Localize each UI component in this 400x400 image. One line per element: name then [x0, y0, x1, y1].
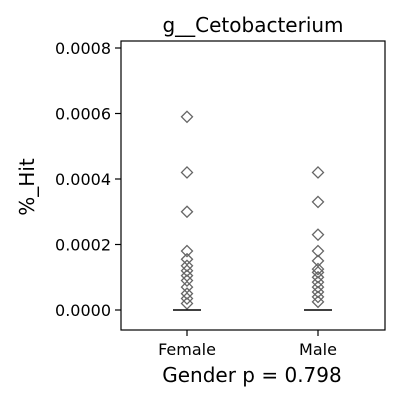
- data-point: [180, 297, 194, 310]
- data-point: [180, 244, 194, 258]
- data-point: [180, 280, 194, 294]
- x-tick-label: Male: [299, 340, 337, 359]
- data-point: [180, 259, 194, 273]
- x-axis: Female Male: [158, 330, 337, 359]
- data-point: [180, 205, 194, 219]
- data-point: [311, 228, 325, 242]
- data-point: [311, 265, 325, 279]
- data-point: [311, 285, 325, 299]
- data-point: [311, 280, 325, 294]
- data-point: [311, 270, 325, 284]
- x-tick-label: Female: [158, 340, 216, 359]
- data-point: [311, 195, 325, 209]
- y-tick-label: 0.0004: [55, 170, 111, 189]
- y-tick-label: 0.0002: [55, 236, 111, 255]
- data-points: [173, 110, 332, 311]
- y-tick-label: 0.0006: [55, 105, 111, 124]
- data-point: [180, 292, 194, 305]
- x-axis-label: Gender p = 0.798: [162, 363, 341, 387]
- data-point: [180, 252, 194, 266]
- data-point: [180, 274, 194, 287]
- data-point: [180, 110, 194, 124]
- data-point: [180, 264, 194, 278]
- y-axis: 0.0000 0.0002 0.0004 0.0006 0.0008: [55, 39, 121, 320]
- y-tick-label: 0.0008: [55, 39, 111, 58]
- data-point: [180, 166, 194, 179]
- data-point: [311, 166, 325, 179]
- data-point: [311, 275, 325, 289]
- data-point: [311, 262, 325, 276]
- chart-title: g__Cetobacterium: [162, 13, 343, 37]
- data-point: [311, 290, 325, 304]
- data-point: [311, 244, 325, 258]
- y-axis-label: %_Hit: [15, 158, 39, 216]
- plot-frame: [120, 40, 386, 331]
- y-tick-label: 0.0000: [55, 301, 111, 320]
- data-point: [180, 287, 194, 301]
- data-point: [311, 295, 325, 309]
